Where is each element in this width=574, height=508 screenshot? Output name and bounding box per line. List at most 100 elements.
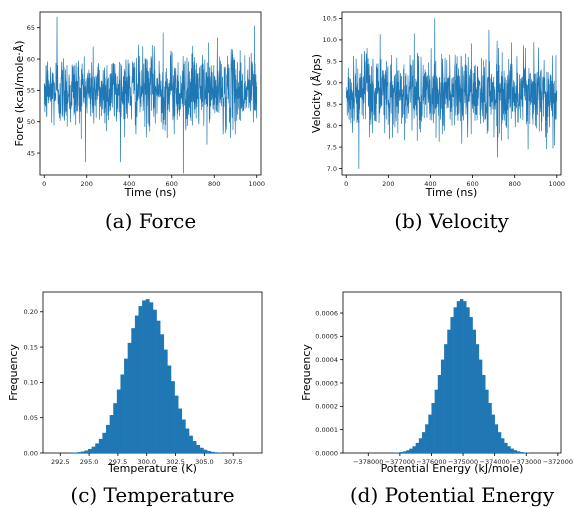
caption-velocity: (b) Velocity xyxy=(394,209,509,233)
histogram-bar xyxy=(397,452,400,453)
histogram-bar xyxy=(185,429,189,453)
x-tick-label: 295.0 xyxy=(80,458,99,466)
series-line xyxy=(346,18,557,168)
x-tick-label: 1000 xyxy=(248,180,265,188)
x-tick-label: 292.5 xyxy=(51,458,70,466)
histogram-bar xyxy=(74,452,78,453)
histogram-bar xyxy=(120,374,124,453)
histogram-bar xyxy=(435,390,438,453)
histogram-bar xyxy=(416,443,419,453)
y-tick-label: 8.5 xyxy=(327,101,337,109)
y-tick-label: 0.0000 xyxy=(315,449,338,457)
y-tick-label: 0.20 xyxy=(24,308,38,316)
y-tick-label: 65 xyxy=(27,24,35,32)
histogram-bar xyxy=(422,432,425,453)
y-tick-label: 0.0001 xyxy=(315,426,338,434)
histogram-potential-energy xyxy=(394,299,530,453)
x-axis-label-velocity: Time (ns) xyxy=(425,186,478,199)
histogram-bar xyxy=(507,446,510,453)
histogram-bar xyxy=(110,415,114,453)
histogram-bar xyxy=(211,452,215,453)
histogram-bar xyxy=(485,390,488,453)
x-axis-label-force: Time (ns) xyxy=(124,186,177,199)
histogram-bar xyxy=(153,310,157,453)
y-tick-label: 45 xyxy=(27,149,35,157)
y-ticks-velocity: 7.0 7.5 8.0 8.5 9.0 9.5 10.0 10.5 xyxy=(323,15,342,173)
y-tick-label: 60 xyxy=(27,55,35,63)
histogram-bar xyxy=(460,299,463,453)
y-axis-label-velocity: Velocity (Å/ps) xyxy=(310,54,323,133)
histogram-bar xyxy=(482,375,485,453)
x-axis-label-temperature: Temperature (K) xyxy=(107,462,197,475)
histogram-bar xyxy=(498,432,501,453)
y-axis-label-potential-energy: Frequency xyxy=(300,344,313,401)
histogram-bar xyxy=(441,360,444,453)
histogram-bar xyxy=(463,301,466,453)
histogram-temperature xyxy=(70,299,222,453)
histogram-bar xyxy=(171,381,175,453)
histogram-bar xyxy=(447,330,450,453)
histogram-bar xyxy=(203,450,207,453)
histogram-bar xyxy=(488,403,491,453)
histogram-bar xyxy=(117,390,121,453)
y-tick-label: 0.0005 xyxy=(315,333,338,341)
histogram-bar xyxy=(128,343,132,453)
y-tick-label: 10.5 xyxy=(323,15,337,23)
histogram-bar xyxy=(491,415,494,453)
histogram-bar xyxy=(146,299,150,453)
y-axis-label-temperature: Frequency xyxy=(7,344,20,401)
histogram-bar xyxy=(200,448,204,453)
histogram-bar xyxy=(431,403,434,453)
histogram-bar xyxy=(520,452,523,453)
y-tick-label: 50 xyxy=(27,118,35,126)
x-tick-label: 200 xyxy=(81,180,93,188)
y-tick-label: 0.0003 xyxy=(315,379,338,387)
histogram-bar xyxy=(517,451,520,453)
y-tick-label: 0.10 xyxy=(24,379,38,387)
histogram-bar xyxy=(413,446,416,453)
histogram-bar xyxy=(501,438,504,453)
series-force xyxy=(44,17,257,173)
panel-force: 45 50 55 60 65 0 200 400 600 800 1000 Force (kcal… xyxy=(13,12,265,233)
x-tick-label: 0 xyxy=(42,180,46,188)
y-tick-label: 0.15 xyxy=(24,343,38,351)
histogram-bar xyxy=(450,317,453,453)
histogram-bar xyxy=(495,424,498,453)
series-velocity xyxy=(346,18,557,168)
y-ticks-temperature: 0.00 0.05 0.10 0.15 0.20 xyxy=(24,308,43,457)
y-tick-label: 9.0 xyxy=(327,79,337,87)
y-tick-label: 7.0 xyxy=(327,165,337,173)
histogram-bar xyxy=(77,452,81,453)
histogram-bar xyxy=(167,366,171,453)
histogram-bar xyxy=(454,307,457,453)
histogram-bar xyxy=(457,301,460,453)
histogram-bar xyxy=(425,424,428,453)
histogram-bar xyxy=(466,307,469,453)
histogram-bar xyxy=(164,350,168,453)
caption-force: (a) Force xyxy=(105,209,196,233)
y-tick-label: 0.05 xyxy=(24,414,38,422)
y-ticks-force: 45 50 55 60 65 xyxy=(27,24,40,157)
x-tick-label: 0 xyxy=(344,180,348,188)
panel-potential-energy: 0.0000 0.0001 0.0002 0.0003 0.0004 0.0005 0.00… xyxy=(300,292,573,507)
y-tick-label: 7.5 xyxy=(327,143,337,151)
x-tick-label: −372000 xyxy=(543,458,573,466)
histogram-bar xyxy=(160,334,164,453)
histogram-bar xyxy=(99,439,103,453)
histogram-bar xyxy=(214,452,218,453)
x-tick-label: 200 xyxy=(382,180,394,188)
histogram-bar xyxy=(131,328,135,453)
y-ticks-potential-energy: 0.00000.00010.00020.00030.00040.00050.00… xyxy=(315,309,343,457)
y-tick-label: 55 xyxy=(27,87,35,95)
histogram-bar xyxy=(106,425,110,453)
x-tick-label: 305.0 xyxy=(195,458,214,466)
x-tick-label: 307.5 xyxy=(224,458,243,466)
histogram-bar xyxy=(444,344,447,453)
y-tick-label: 8.0 xyxy=(327,122,337,130)
histogram-bar xyxy=(178,409,182,453)
y-axis-label-force: Force (kcal/mole·Å) xyxy=(13,40,26,146)
histogram-bar xyxy=(514,450,517,453)
x-tick-label: −378000 xyxy=(353,458,383,466)
histogram-bar xyxy=(81,451,85,453)
